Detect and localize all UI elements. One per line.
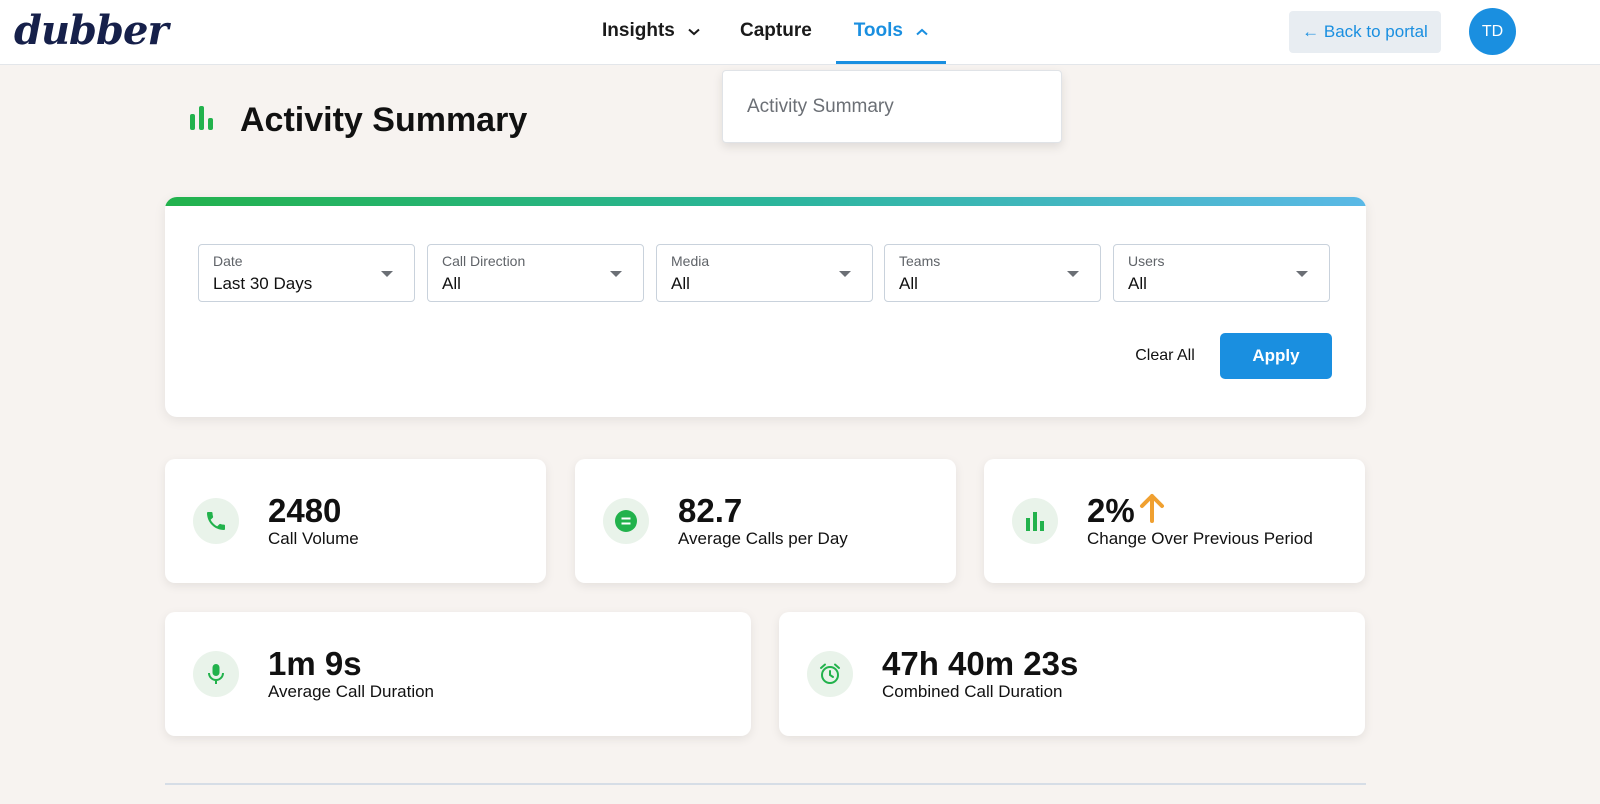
user-avatar[interactable]: TD — [1469, 8, 1516, 55]
stat-label: Average Calls per Day — [678, 529, 848, 548]
dubber-logo[interactable]: dubber — [14, 7, 169, 54]
active-tab-indicator — [836, 61, 946, 64]
gradient-accent-bar — [165, 197, 1366, 206]
equals-icon — [603, 498, 649, 544]
apply-button[interactable]: Apply — [1220, 333, 1332, 379]
arrow-up-icon — [1139, 494, 1164, 523]
stat-label: Combined Call Duration — [882, 682, 1063, 701]
menu-item-activity-summary[interactable]: Activity Summary — [747, 96, 894, 117]
stat-card-combined-call-duration: 47h 40m 23s Combined Call Duration — [779, 612, 1365, 736]
stat-value: 1m 9s — [268, 645, 362, 682]
stat-card-average-call-duration: 1m 9s Average Call Duration — [165, 612, 751, 736]
microphone-icon — [193, 651, 239, 697]
nav-tools-label: Tools — [853, 20, 903, 42]
filter-label: Media — [671, 253, 710, 269]
caret-down-icon — [1296, 271, 1308, 277]
filter-value: Last 30 Days — [213, 274, 313, 293]
filter-value: All — [1128, 274, 1147, 293]
chevron-down-icon — [688, 0, 700, 62]
teams-filter-select[interactable]: Teams All — [884, 244, 1101, 302]
nav-insights-label: Insights — [602, 20, 675, 42]
caret-down-icon — [1067, 271, 1079, 277]
section-divider — [165, 783, 1366, 785]
caret-down-icon — [839, 271, 851, 277]
bar-chart-icon — [1012, 498, 1058, 544]
filter-label: Teams — [899, 253, 941, 269]
filter-label: Call Direction — [442, 253, 526, 269]
caret-down-icon — [610, 271, 622, 277]
phone-icon — [193, 498, 239, 544]
media-filter-select[interactable]: Media All — [656, 244, 873, 302]
filter-value: All — [671, 274, 690, 293]
stat-card-average-calls-per-day: 82.7 Average Calls per Day — [575, 459, 956, 583]
filter-panel: Date Last 30 Days Call Direction All Med… — [165, 197, 1366, 417]
stat-value: 47h 40m 23s — [882, 645, 1079, 682]
stat-label: Average Call Duration — [268, 682, 434, 701]
alarm-clock-icon — [807, 651, 853, 697]
chevron-up-icon — [916, 0, 928, 62]
date-filter-select[interactable]: Date Last 30 Days — [198, 244, 415, 302]
stat-value: 2480 — [268, 492, 342, 529]
call-direction-filter-select[interactable]: Call Direction All — [427, 244, 644, 302]
top-nav-bar: dubber Insights Capture Tools ← Back to … — [0, 0, 1600, 65]
filter-label: Users — [1128, 253, 1165, 269]
filter-value: All — [899, 274, 918, 293]
caret-down-icon — [381, 271, 393, 277]
stat-label: Change Over Previous Period — [1087, 529, 1313, 548]
filter-label: Date — [213, 253, 243, 269]
nav-capture-label: Capture — [740, 20, 812, 41]
bar-chart-icon — [190, 106, 213, 130]
nav-capture[interactable]: Capture — [740, 0, 812, 62]
filter-value: All — [442, 274, 461, 293]
tools-dropdown-menu: Activity Summary — [722, 70, 1062, 143]
stat-value-text: 2% — [1087, 492, 1135, 529]
stat-label: Call Volume — [268, 529, 359, 548]
page-title: Activity Summary — [240, 101, 528, 139]
nav-tools[interactable]: Tools — [836, 0, 946, 62]
stat-card-change-over-previous-period: 2% Change Over Previous Period — [984, 459, 1365, 583]
nav-insights[interactable]: Insights — [602, 0, 700, 62]
back-to-portal-button[interactable]: ← Back to portal — [1289, 11, 1441, 53]
stat-value: 2% — [1087, 493, 1165, 529]
stat-value: 82.7 — [678, 492, 743, 529]
clear-all-button[interactable]: Clear All — [1135, 347, 1195, 364]
users-filter-select[interactable]: Users All — [1113, 244, 1330, 302]
stat-card-call-volume: 2480 Call Volume — [165, 459, 546, 583]
